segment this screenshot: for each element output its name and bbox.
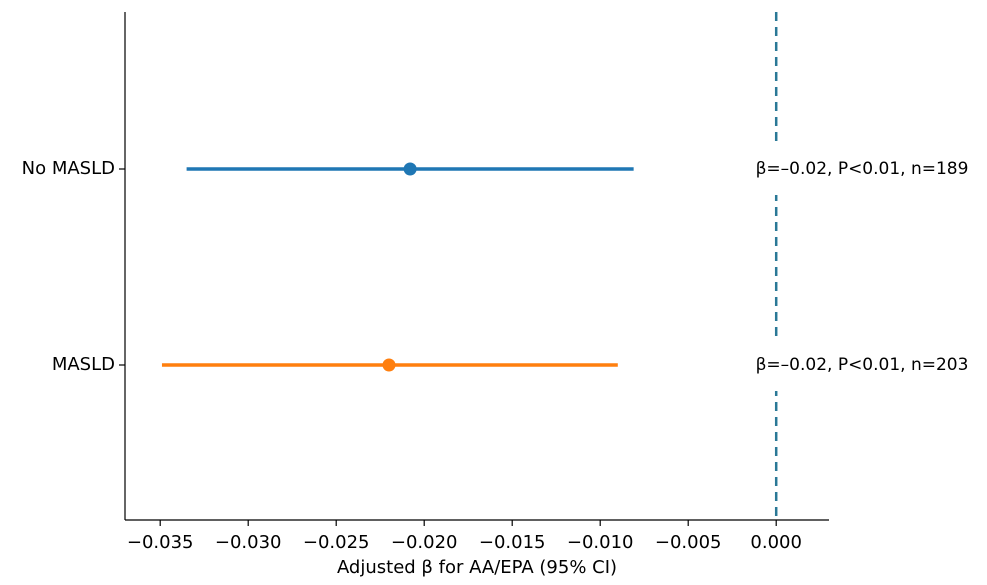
x-tick-label: −0.035	[127, 532, 194, 553]
x-tick-label: −0.020	[391, 532, 458, 553]
annotation-box	[740, 339, 984, 391]
x-tick-label: −0.005	[655, 532, 722, 553]
annotation: β=–0.02, P<0.01, n=203	[756, 355, 969, 375]
x-axis-label: Adjusted β for AA/EPA (95% CI)	[337, 557, 617, 578]
x-tick-label: 0.000	[750, 532, 802, 553]
y-tick-label: MASLD	[52, 354, 115, 375]
x-tick-label: −0.010	[567, 532, 634, 553]
x-tick-label: −0.015	[479, 532, 546, 553]
annotation-box	[740, 143, 984, 195]
y-tick-label: No MASLD	[22, 158, 115, 179]
point-estimate	[382, 358, 396, 372]
annotation: β=–0.02, P<0.01, n=189	[756, 159, 969, 179]
x-tick-label: −0.030	[215, 532, 282, 553]
point-estimate	[403, 162, 417, 176]
x-tick-label: −0.025	[303, 532, 370, 553]
